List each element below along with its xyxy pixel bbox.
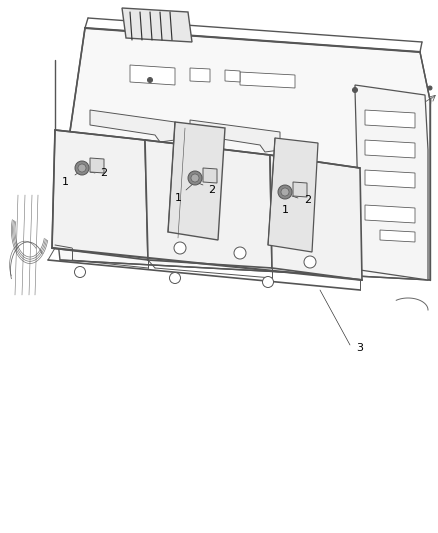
Polygon shape [130,65,175,85]
Polygon shape [55,28,430,280]
Circle shape [191,174,199,182]
Polygon shape [168,122,225,240]
Text: 1: 1 [282,205,289,215]
Polygon shape [365,140,415,158]
Polygon shape [90,158,104,173]
Polygon shape [225,70,240,82]
Circle shape [278,185,292,199]
Circle shape [170,272,180,284]
Circle shape [148,77,152,83]
Text: 3: 3 [357,343,364,353]
Polygon shape [240,72,295,88]
Circle shape [428,86,432,90]
Polygon shape [268,138,318,252]
Circle shape [78,164,86,172]
Circle shape [304,256,316,268]
Polygon shape [380,230,415,242]
Polygon shape [52,130,148,260]
Circle shape [262,277,273,287]
Text: 2: 2 [100,168,108,178]
Polygon shape [365,170,415,188]
Circle shape [75,161,89,175]
Polygon shape [90,110,175,142]
Circle shape [281,188,289,196]
Circle shape [174,242,186,254]
Polygon shape [270,155,362,280]
Polygon shape [365,110,415,128]
Polygon shape [122,8,192,42]
Circle shape [234,247,246,259]
Circle shape [188,171,202,185]
Text: 1: 1 [61,177,68,187]
Polygon shape [190,68,210,82]
Polygon shape [293,182,307,197]
Polygon shape [365,205,415,223]
Text: 2: 2 [304,195,311,205]
Text: 2: 2 [208,185,215,195]
Polygon shape [203,168,217,183]
Polygon shape [355,85,428,280]
Circle shape [353,87,357,93]
Circle shape [74,266,85,278]
Polygon shape [190,120,280,152]
Polygon shape [145,140,272,268]
Text: 1: 1 [174,193,181,203]
